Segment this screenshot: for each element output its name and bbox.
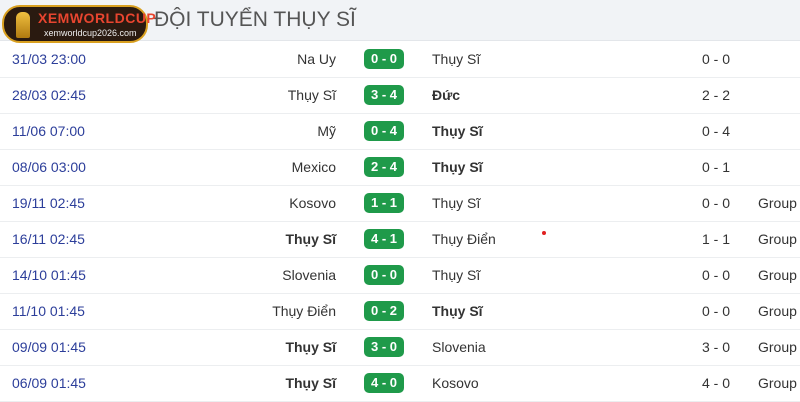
home-team: Mỹ (317, 123, 336, 139)
match-row[interactable]: 14/10 01:45 Slovenia 0 - 0 Thụy Sĩ 0 - 0 Grou… (0, 257, 800, 294)
competition: Group : (758, 267, 800, 283)
away-team: Slovenia (432, 339, 486, 355)
competition: Group : (758, 375, 800, 391)
away-team: Thụy Điển (432, 231, 496, 247)
competition: Group : (758, 195, 800, 211)
match-row[interactable]: 31/03 23:00 Na Uy 0 - 0 Thụy Sĩ 0 - 0 (0, 41, 800, 78)
match-date: 06/09 01:45 (12, 375, 86, 391)
away-team: Thụy Sĩ (432, 195, 481, 211)
match-row[interactable]: 16/11 02:45 Thụy Sĩ 4 - 1 Thụy Điển 1 - 1 Gro… (0, 221, 800, 258)
away-team: Kosovo (432, 375, 479, 391)
halftime-score: 0 - 0 (702, 303, 731, 319)
away-team: Thụy Sĩ (432, 123, 483, 139)
halftime-score: 0 - 0 (702, 195, 731, 211)
match-score[interactable]: 4 - 0 (364, 373, 404, 393)
away-team: Thụy Sĩ (432, 303, 483, 319)
red-dot (542, 231, 546, 235)
halftime-score: 3 - 0 (702, 339, 731, 355)
match-date: 09/09 01:45 (12, 339, 86, 355)
home-team: Kosovo (289, 195, 336, 211)
match-date: 08/06 03:00 (12, 159, 86, 175)
home-team: Thụy Sĩ (285, 375, 336, 391)
match-date: 11/06 07:00 (12, 123, 85, 139)
match-score[interactable]: 3 - 4 (364, 85, 404, 105)
home-team: Slovenia (282, 267, 336, 283)
competition: Group : (758, 339, 800, 355)
halftime-score: 0 - 1 (702, 159, 731, 175)
match-date: 11/10 01:45 (12, 303, 85, 319)
halftime-score: 2 - 2 (702, 87, 731, 103)
trophy-icon (16, 12, 30, 38)
away-team: Thụy Sĩ (432, 159, 483, 175)
match-score[interactable]: 0 - 4 (364, 121, 404, 141)
competition: Group : (758, 303, 800, 319)
match-score[interactable]: 3 - 0 (364, 337, 404, 357)
away-team: Đức (432, 87, 461, 103)
home-team: Thụy Sĩ (285, 231, 336, 247)
home-team: Thụy Sĩ (287, 87, 336, 103)
match-score[interactable]: 2 - 4 (364, 157, 404, 177)
match-row[interactable]: 06/09 01:45 Thụy Sĩ 4 - 0 Kosovo 4 - 0 Group … (0, 365, 800, 402)
home-team: Na Uy (297, 51, 336, 67)
logo-site: xemworldcup2026.com (44, 28, 137, 38)
match-row[interactable]: 28/03 02:45 Thụy Sĩ 3 - 4 Đức 2 - 2 (0, 77, 800, 114)
halftime-score: 4 - 0 (702, 375, 731, 391)
competition: Group : (758, 231, 800, 247)
home-team: Mexico (291, 159, 336, 175)
halftime-score: 0 - 0 (702, 51, 731, 67)
match-score[interactable]: 0 - 0 (364, 265, 404, 285)
match-score[interactable]: 1 - 1 (364, 193, 404, 213)
match-row[interactable]: 11/10 01:45 Thụy Điển 0 - 2 Thụy Sĩ 0 - 0 Gro… (0, 293, 800, 330)
match-score[interactable]: 4 - 1 (364, 229, 404, 249)
match-row[interactable]: 11/06 07:00 Mỹ 0 - 4 Thụy Sĩ 0 - 4 (0, 113, 800, 150)
halftime-score: 0 - 0 (702, 267, 731, 283)
match-row[interactable]: 09/09 01:45 Thụy Sĩ 3 - 0 Slovenia 3 - 0 Grou… (0, 329, 800, 366)
match-date: 19/11 02:45 (12, 195, 85, 211)
halftime-score: 0 - 4 (702, 123, 731, 139)
match-date: 16/11 02:45 (12, 231, 85, 247)
match-date: 28/03 02:45 (12, 87, 86, 103)
site-logo[interactable]: XEMWORLDCUP xemworldcup2026.com (2, 5, 156, 43)
logo-brand: XEMWORLDCUP (38, 10, 157, 26)
match-score[interactable]: 0 - 0 (364, 49, 404, 69)
home-team: Thụy Điển (272, 303, 336, 319)
away-team: Thụy Sĩ (432, 51, 481, 67)
section-title: ĐỘI TUYỂN THỤY SĨ (154, 8, 356, 31)
match-row[interactable]: 19/11 02:45 Kosovo 1 - 1 Thụy Sĩ 0 - 0 Group … (0, 185, 800, 222)
match-row[interactable]: 08/06 03:00 Mexico 2 - 4 Thụy Sĩ 0 - 1 (0, 149, 800, 186)
match-score[interactable]: 0 - 2 (364, 301, 404, 321)
halftime-score: 1 - 1 (702, 231, 731, 247)
home-team: Thụy Sĩ (285, 339, 336, 355)
away-team: Thụy Sĩ (432, 267, 481, 283)
match-date: 31/03 23:00 (12, 51, 86, 67)
match-date: 14/10 01:45 (12, 267, 86, 283)
